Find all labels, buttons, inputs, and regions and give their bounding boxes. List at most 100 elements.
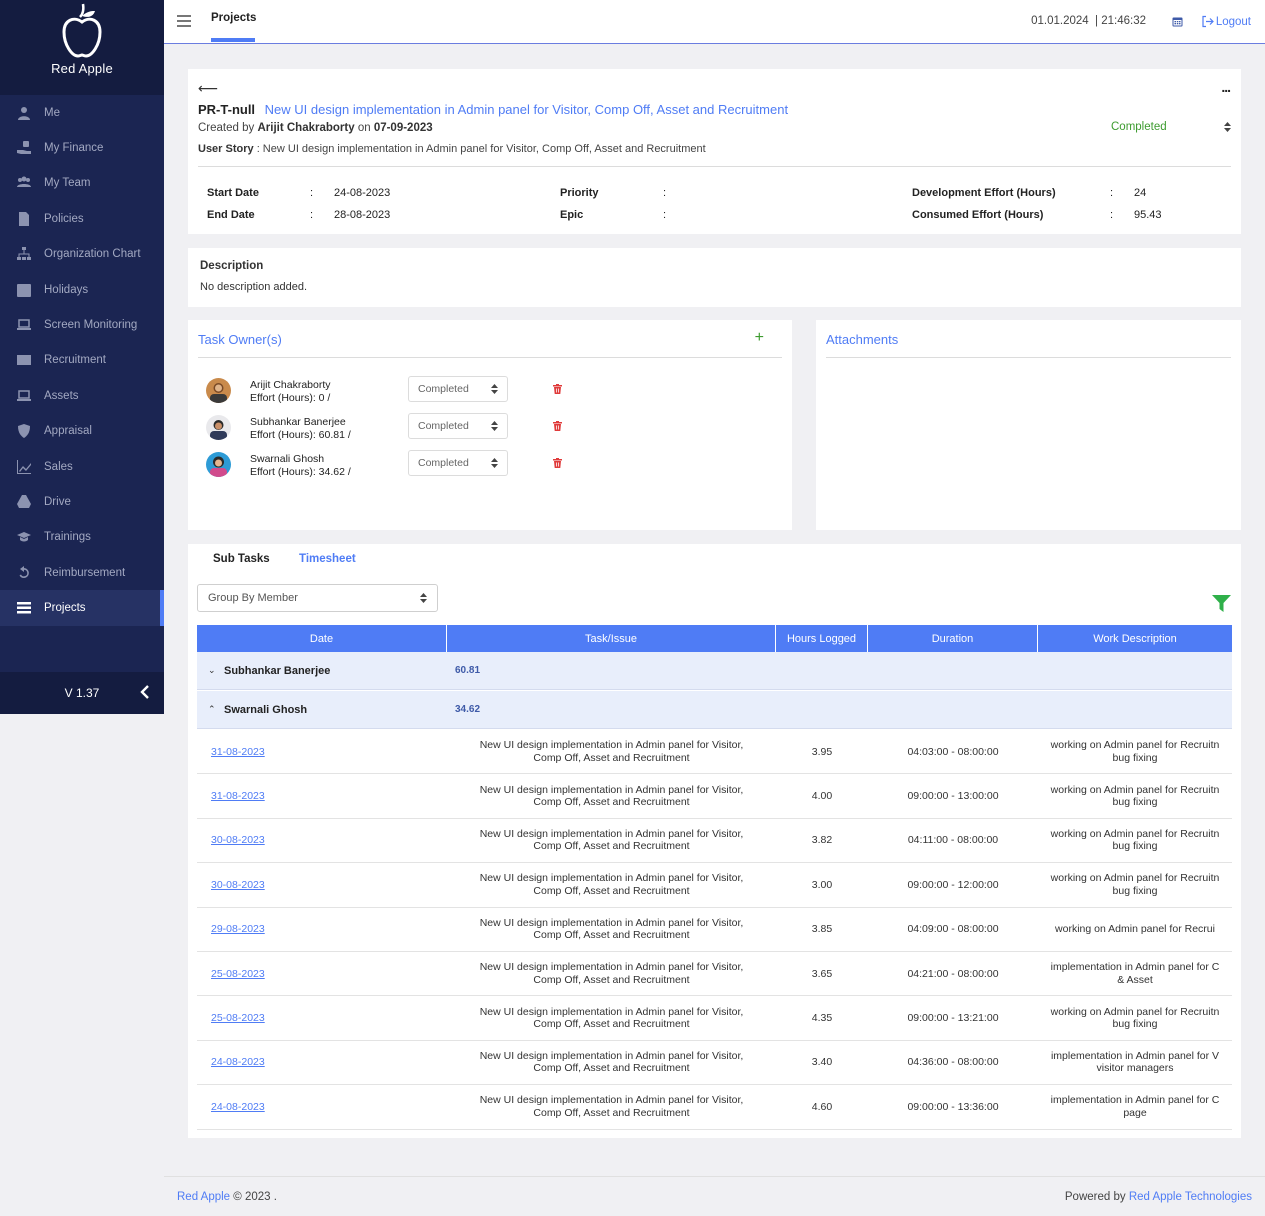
owner-effort: Effort (Hours): 0 /	[250, 392, 331, 404]
task-title[interactable]: New UI design implementation in Admin pa…	[264, 102, 789, 117]
description-card: Description No description added.	[188, 248, 1241, 307]
sidebar-item-projects[interactable]: Projects	[0, 590, 164, 627]
sidebar-item-appraisal[interactable]: Appraisal	[0, 414, 164, 449]
version-label: V 1.37	[64, 686, 100, 700]
powered-prefix: Powered by	[1064, 1191, 1129, 1203]
column-header-date[interactable]: Date	[197, 625, 447, 652]
date-link[interactable]: 30-08-2023	[211, 834, 265, 847]
created-by: Arijit Chakraborty	[257, 122, 355, 134]
back-arrow-icon[interactable]: ⟵	[198, 80, 219, 96]
task-owners-title: Task Owner(s)	[198, 332, 282, 347]
topbar: Projects 01.01.2024 | 21:46:32 Logout	[164, 0, 1265, 44]
date-link[interactable]: 25-08-2023	[211, 1012, 265, 1025]
footer-brand-link[interactable]: Red Apple	[177, 1191, 231, 1203]
date-link[interactable]: 29-08-2023	[211, 923, 265, 936]
column-header-hours[interactable]: Hours Logged	[776, 625, 868, 652]
cell-work-description: working on Admin panel for Recrui	[1038, 923, 1232, 936]
cell-date: 25-08-2023	[197, 968, 447, 980]
sidebar-item-holidays[interactable]: Holidays	[0, 272, 164, 307]
avatar	[206, 452, 231, 477]
owner-effort: Effort (Hours): 60.81 /	[250, 429, 351, 441]
calendar-icon[interactable]	[1172, 16, 1183, 27]
desc-line: bug fixing	[1112, 884, 1158, 897]
column-header-duration[interactable]: Duration	[868, 625, 1038, 652]
description-text: No description added.	[200, 281, 308, 293]
cell-date: 31-08-2023	[197, 746, 447, 758]
created-on-prefix: on	[357, 122, 371, 134]
group-by-select[interactable]: Group By Member	[197, 584, 438, 612]
sidebar-item-sales[interactable]: Sales	[0, 449, 164, 484]
more-options-icon[interactable]: ...	[1221, 79, 1231, 95]
desc-line: bug fixing	[1112, 751, 1158, 764]
cell-duration: 09:00:00 - 13:36:00	[907, 1100, 999, 1113]
divider	[826, 357, 1231, 358]
date-link[interactable]: 25-08-2023	[211, 967, 265, 980]
trash-icon[interactable]	[553, 421, 562, 431]
cell-date: 30-08-2023	[197, 834, 447, 846]
cell-hours: 3.40	[811, 1056, 833, 1069]
divider	[198, 357, 782, 358]
sidebar-item-assets[interactable]: Assets	[0, 378, 164, 413]
user-story-label: User Story	[198, 143, 254, 155]
owner-status-select[interactable]: Completed	[408, 450, 508, 476]
sidebar-item-label: Projects	[44, 602, 86, 615]
sidebar-item-label: Trainings	[44, 531, 91, 544]
sidebar-item-label: Policies	[44, 212, 84, 225]
sidebar-item-screen-monitoring[interactable]: Screen Monitoring	[0, 307, 164, 342]
owner-status-select[interactable]: Completed	[408, 376, 508, 402]
add-owner-button[interactable]: +	[754, 329, 764, 346]
sidebar-item-reimbursement[interactable]: Reimbursement	[0, 555, 164, 590]
cell-hours: 4.00	[811, 790, 833, 803]
colon: :	[1110, 209, 1114, 221]
trash-icon[interactable]	[553, 458, 562, 468]
date-link[interactable]: 31-08-2023	[211, 790, 265, 803]
date-link[interactable]: 30-08-2023	[211, 878, 265, 891]
task-line: Comp Off, Asset and Recruitment	[533, 751, 690, 764]
cell-task: New UI design implementation in Admin pa…	[447, 828, 776, 853]
group-row-subhankar[interactable]: ⌄ Subhankar Banerjee 60.81	[197, 652, 1232, 690]
avatar	[206, 415, 231, 440]
dates-block: Start Date: 24-08-2023 End Date: 28-08-202…	[207, 187, 390, 231]
column-header-task[interactable]: Task/Issue	[447, 625, 776, 652]
filter-icon[interactable]	[1212, 595, 1231, 612]
powered-link[interactable]: Red Apple Technologies	[1128, 1191, 1252, 1203]
logout-button[interactable]: Logout	[1201, 15, 1251, 28]
cell-date: 24-08-2023	[197, 1101, 447, 1113]
date-link[interactable]: 24-08-2023	[211, 1100, 265, 1113]
tasks-icon	[16, 601, 32, 615]
task-status-select[interactable]: Completed	[1111, 119, 1231, 135]
desc-line: bug fixing	[1112, 840, 1158, 853]
trash-icon[interactable]	[553, 384, 562, 394]
table-row: 30-08-2023 New UI design implementation i…	[197, 819, 1232, 864]
sidebar-item-my-team[interactable]: My Team	[0, 166, 164, 201]
cell-work-description: implementation in Admin panel for C & Ass…	[1038, 961, 1232, 986]
column-header-work-description[interactable]: Work Description	[1093, 632, 1177, 645]
brand-logo[interactable]: Red Apple	[0, 0, 164, 95]
consumed-effort-value: 95.43	[1134, 209, 1162, 221]
sidebar-item-trainings[interactable]: Trainings	[0, 520, 164, 555]
sidebar-item-recruitment[interactable]: Recruitment	[0, 343, 164, 378]
cell-date: 30-08-2023	[197, 879, 447, 891]
chevron-left-icon[interactable]	[140, 685, 150, 699]
desc-line: page	[1123, 1106, 1147, 1119]
apple-logo-icon	[62, 3, 102, 58]
sidebar-item-me[interactable]: Me	[0, 95, 164, 130]
hamburger-menu-icon[interactable]	[177, 15, 191, 27]
sidebar-item-drive[interactable]: Drive	[0, 484, 164, 519]
sidebar-item-my-finance[interactable]: My Finance	[0, 130, 164, 165]
tab-timesheet[interactable]: Timesheet	[299, 553, 356, 565]
tab-projects[interactable]: Projects	[211, 12, 257, 24]
desc-line: bug fixing	[1112, 1018, 1158, 1031]
sidebar-item-organization-chart[interactable]: Organization Chart	[0, 237, 164, 272]
sort-arrows-icon	[491, 421, 498, 431]
date-link[interactable]: 31-08-2023	[211, 745, 265, 758]
sidebar-item-policies[interactable]: Policies	[0, 201, 164, 236]
owner-status-select[interactable]: Completed	[408, 413, 508, 439]
group-row-swarnali[interactable]: ⌃ Swarnali Ghosh 34.62	[197, 691, 1232, 729]
date-link[interactable]: 24-08-2023	[211, 1056, 265, 1069]
table-header: Date Task/Issue Hours Logged Duration Wo…	[197, 625, 1232, 652]
sidebar-item-label: Me	[44, 106, 60, 119]
tab-sub-tasks[interactable]: Sub Tasks	[213, 553, 270, 565]
